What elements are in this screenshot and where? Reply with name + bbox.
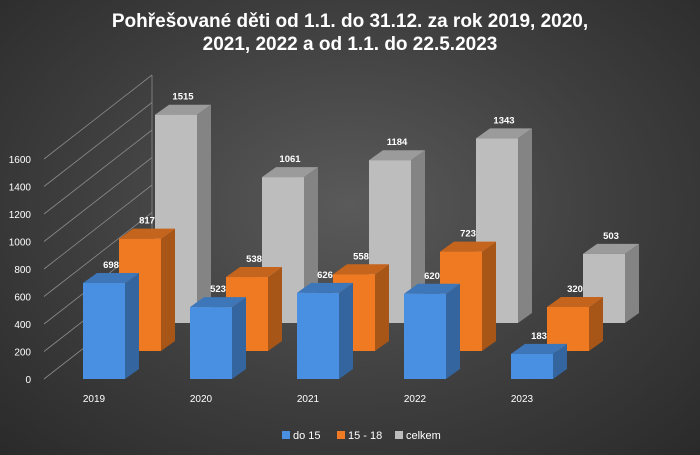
bar-side (589, 297, 603, 351)
bar-top (155, 104, 211, 115)
bar-15-18-2022: 723 (440, 229, 496, 351)
bar-side (446, 283, 460, 379)
x-axis-labels: 2019 2020 2021 2022 2023 (83, 394, 534, 405)
x-tick-label: 2022 (404, 394, 427, 405)
bar-front (547, 307, 589, 351)
bar-side (553, 343, 567, 379)
legend-item-celkem: celkem (395, 430, 441, 442)
bar-celkem-2022: 1343 (476, 115, 532, 323)
gridline (43, 157, 153, 242)
gridline (43, 74, 153, 160)
bar-do15-2022: 620 (404, 271, 460, 379)
bar-top (476, 128, 532, 139)
bar-do15-2019: 698 (83, 260, 139, 379)
chart-title-line-1: Pohřešované děti od 1.1. do 31.12. za ro… (112, 11, 588, 32)
bar-top (547, 297, 603, 307)
bar-do15-2020: 523 (190, 284, 246, 379)
gridline (43, 212, 153, 297)
y-tick-label: 0 (25, 375, 31, 386)
gridlines (43, 74, 153, 380)
data-label: 523 (210, 284, 226, 295)
bar-side (339, 282, 353, 379)
x-tick-label: 2021 (297, 394, 320, 405)
bar-side (411, 150, 425, 323)
data-label: 1184 (387, 137, 408, 148)
bar-top (226, 267, 282, 278)
legend-swatch (337, 431, 345, 439)
bar-side (375, 264, 389, 351)
bar-top (404, 283, 460, 294)
bar-front (83, 283, 125, 379)
bar-front (511, 353, 553, 379)
data-label: 626 (317, 270, 333, 281)
data-label: 183 (531, 331, 547, 342)
bar-top (83, 273, 139, 284)
bar-top (119, 228, 175, 239)
bar-top (297, 282, 353, 293)
y-axis-ticks: 0 200 400 600 800 1000 1200 1400 1600 (9, 155, 32, 386)
bar-side (268, 267, 282, 351)
bar-top (262, 167, 318, 178)
y-tick-label: 600 (14, 293, 31, 304)
y-tick-label: 800 (14, 265, 31, 276)
data-label: 1515 (172, 92, 194, 103)
gridline (43, 184, 153, 270)
data-label: 320 (567, 284, 583, 295)
legend-item-do15: do 15 (282, 430, 321, 442)
gridline (43, 129, 153, 215)
bar-top (583, 243, 639, 254)
bar-side (197, 104, 211, 323)
legend-label: do 15 (293, 430, 321, 442)
bar-celkem-2019: 1515 (155, 92, 211, 323)
x-tick-label: 2023 (511, 394, 534, 405)
x-tick-label: 2020 (190, 394, 213, 405)
bars: 1515 1061 1184 1343 503 817 538 558 723 320 698 523… (83, 92, 639, 379)
legend-item-15-18: 15 - 18 (337, 430, 382, 442)
bar-top (511, 343, 567, 354)
y-tick-label: 200 (14, 348, 31, 359)
chart-title: Pohřešované děti od 1.1. do 31.12. za ro… (112, 11, 588, 55)
bar-15-18-2023: 320 (547, 284, 603, 351)
bar-side (625, 243, 639, 323)
y-tick-label: 400 (14, 320, 31, 331)
data-label: 538 (246, 254, 262, 265)
data-label: 1061 (279, 154, 301, 165)
bar-front (190, 307, 232, 379)
x-tick-label: 2019 (83, 394, 106, 405)
data-label: 723 (460, 229, 476, 240)
legend-label: celkem (406, 430, 441, 442)
legend: do 15 15 - 18 celkem (282, 430, 441, 442)
bar-front (297, 292, 339, 379)
bar-do15-2023: 183 (511, 331, 567, 379)
bar-side (482, 241, 496, 351)
y-tick-label: 1600 (9, 155, 32, 166)
data-label: 698 (103, 260, 119, 271)
data-label: 817 (139, 216, 155, 227)
bar-do15-2021: 626 (297, 270, 353, 379)
bar-top (333, 264, 389, 275)
data-label: 1343 (493, 115, 514, 126)
y-tick-label: 1200 (9, 210, 32, 221)
legend-swatch (282, 431, 290, 439)
chart-title-line-2: 2021, 2022 a od 1.1. do 22.5.2023 (203, 34, 498, 55)
bar-top (190, 297, 246, 308)
data-label: 503 (603, 231, 619, 242)
legend-label: 15 - 18 (348, 430, 382, 442)
gridline (43, 102, 153, 187)
y-tick-label: 1400 (9, 183, 32, 194)
y-tick-label: 1000 (9, 238, 32, 249)
data-label: 620 (424, 271, 440, 282)
bar-side (232, 297, 246, 379)
bar-top (369, 150, 425, 161)
bar-front (404, 293, 446, 379)
bar-side (161, 228, 175, 351)
bar-top (440, 241, 496, 252)
legend-swatch (395, 431, 403, 439)
bar-side (125, 273, 139, 379)
bar-side (518, 128, 532, 323)
data-label: 558 (353, 251, 369, 262)
